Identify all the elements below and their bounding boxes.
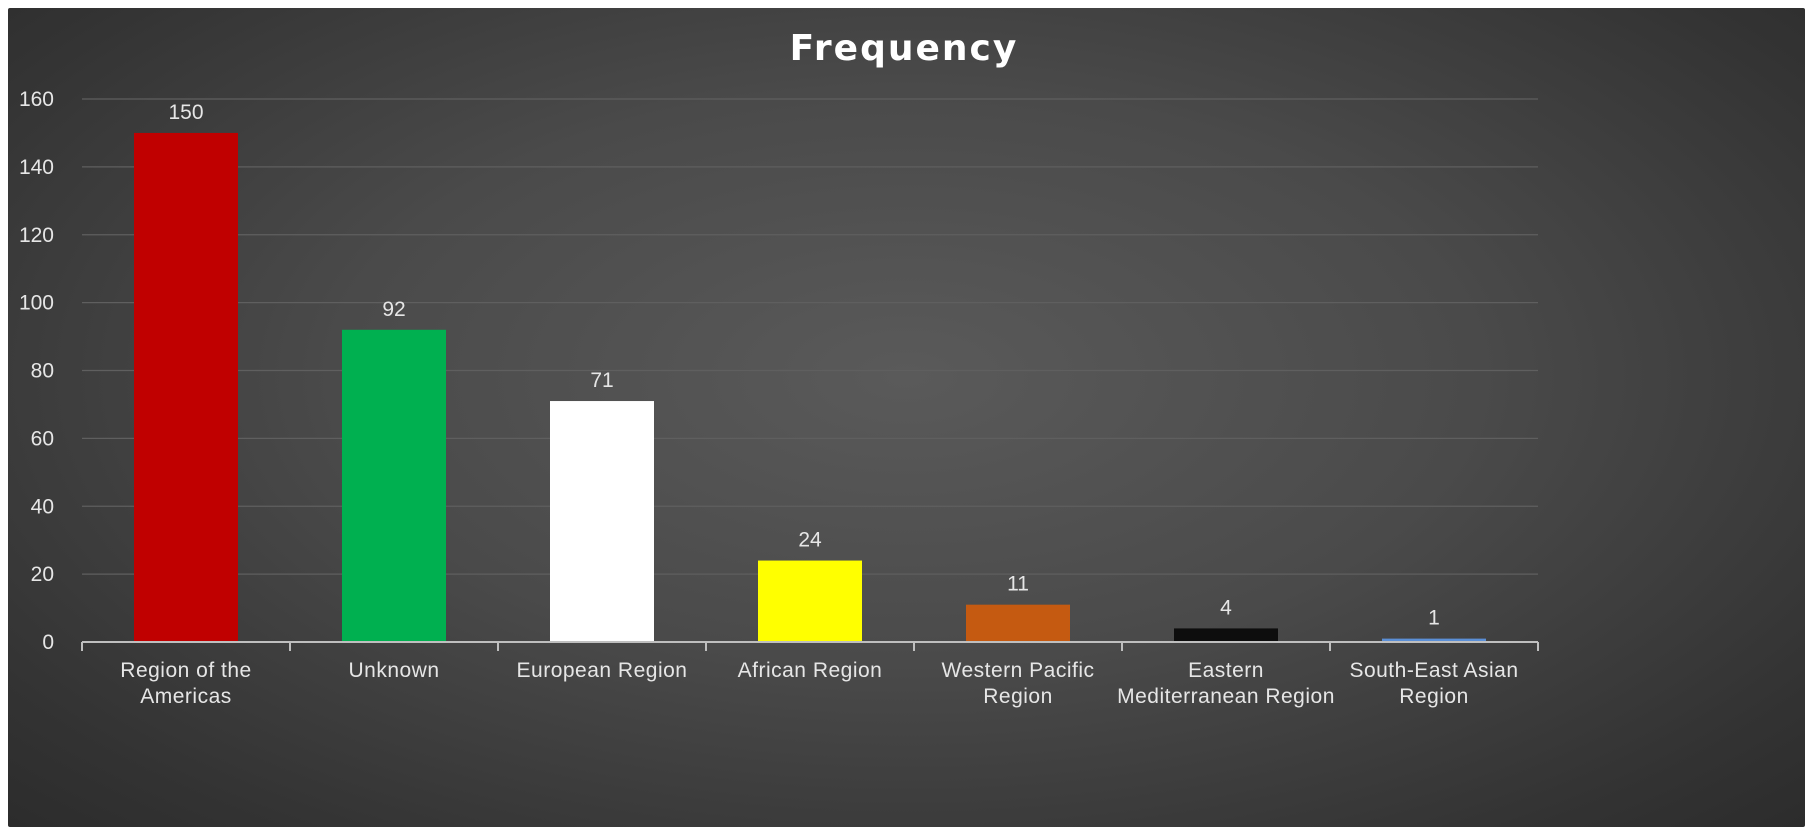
x-tick-label: Western Pacific Region: [942, 659, 1095, 708]
chart-area: Frequency 0 20 40 60 80 100 120 140 160 150 92 71 2…: [8, 8, 1805, 827]
y-axis-ticks: 0 20 40 60 80 100 120 140 160: [19, 88, 54, 654]
data-label: 71: [590, 369, 613, 392]
x-tick-label: Eastern Mediterranean Region: [1117, 659, 1335, 708]
bar-6: [1174, 628, 1278, 642]
y-tick-label: 160: [19, 88, 54, 111]
y-tick-label: 80: [31, 360, 54, 383]
data-labels: 150 92 71 24 11 4 1: [168, 101, 1439, 630]
x-tick-label: European Region: [517, 659, 688, 682]
bar-7: [1382, 638, 1486, 642]
bar-5: [966, 604, 1070, 642]
data-label: 4: [1220, 596, 1232, 619]
bar-3: [550, 401, 654, 642]
gridlines: [82, 98, 1538, 575]
bar-2: [342, 329, 446, 642]
y-tick-label: 0: [42, 631, 54, 654]
bar-4: [758, 560, 862, 642]
x-axis-labels: Region of the Americas Unknown European Reg…: [120, 659, 1518, 708]
x-axis: [81, 641, 1539, 651]
bars: [134, 132, 1486, 642]
data-label: 92: [382, 298, 405, 321]
y-tick-label: 100: [19, 292, 54, 315]
x-tick-label: Unknown: [348, 659, 439, 682]
bar-chart: Frequency 0 20 40 60 80 100 120 140 160 150 92 71 2…: [19, 28, 1539, 708]
data-label: 150: [168, 101, 203, 124]
chart-title: Frequency: [790, 28, 1019, 69]
data-label: 11: [1007, 573, 1029, 596]
y-tick-label: 40: [31, 495, 54, 518]
y-tick-label: 120: [19, 224, 54, 247]
x-tick-label: Region of the Americas: [120, 659, 251, 708]
bar-1: [134, 132, 238, 642]
y-tick-label: 60: [31, 427, 54, 450]
x-tick-label: African Region: [738, 659, 883, 682]
y-tick-label: 20: [31, 563, 54, 586]
x-tick-label: South-East Asian Region: [1349, 659, 1518, 708]
data-label: 24: [798, 529, 822, 552]
data-label: 1: [1428, 607, 1440, 630]
y-tick-label: 140: [19, 156, 54, 179]
